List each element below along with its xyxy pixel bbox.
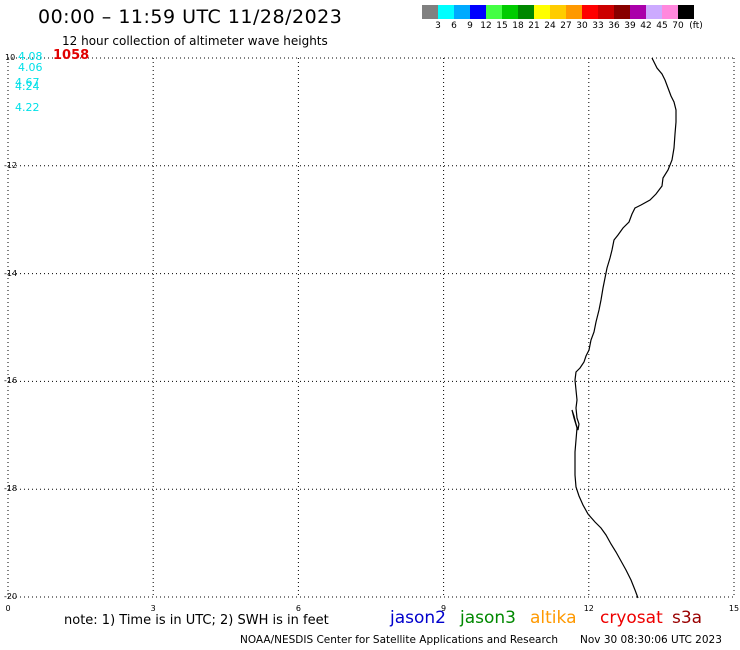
color-scale-legend <box>422 5 694 19</box>
legend-swatch <box>678 5 694 19</box>
legend-swatch <box>470 5 486 19</box>
legend-swatch <box>662 5 678 19</box>
satellite-cryosat-label: cryosat <box>600 608 663 628</box>
legend-swatch <box>646 5 662 19</box>
legend-label: 9 <box>467 21 473 31</box>
legend-swatch <box>518 5 534 19</box>
legend-label: 42 <box>640 21 652 31</box>
lat-lon-grid <box>7 57 735 598</box>
legend-label: 27 <box>560 21 572 31</box>
wave-height-reading: 4.08 <box>18 50 43 63</box>
map-subtitle: 12 hour collection of altimeter wave hei… <box>62 34 328 48</box>
legend-swatch <box>438 5 454 19</box>
credit-line: NOAA/NESDIS Center for Satellite Applica… <box>240 634 558 646</box>
wave-height-reading: 4.06 <box>18 61 43 74</box>
legend-swatch <box>486 5 502 19</box>
legend-label: 39 <box>624 21 636 31</box>
legend-swatch <box>582 5 598 19</box>
legend-label: 21 <box>528 21 540 31</box>
legend-label: 3 <box>435 21 441 31</box>
longitude-label: 15 <box>728 604 740 613</box>
legend-swatch <box>422 5 438 19</box>
legend-label: 36 <box>608 21 620 31</box>
legend-label: 15 <box>496 21 508 31</box>
legend-label: (ft) <box>689 21 703 31</box>
satellite-altika-label: altika <box>530 608 577 628</box>
latitude-label: -18 <box>4 484 18 494</box>
legend-swatch <box>550 5 566 19</box>
latitude-label: -16 <box>4 376 18 386</box>
wave-height-reading: 4.67 <box>15 76 40 89</box>
satellite-jason2-label: jason2 <box>390 608 446 628</box>
legend-swatch <box>598 5 614 19</box>
wave-height-reading: 4.24 <box>15 80 40 93</box>
legend-label: 12 <box>480 21 492 31</box>
satellite-s3a-label: s3a <box>672 608 703 628</box>
legend-label: 6 <box>451 21 457 31</box>
observation-count: 1058 <box>53 48 90 63</box>
legend-swatch <box>614 5 630 19</box>
legend-label: 70 <box>672 21 684 31</box>
legend-label: 45 <box>656 21 668 31</box>
longitude-label: 3 <box>150 604 156 613</box>
legend-swatch <box>502 5 518 19</box>
longitude-label: 0 <box>5 604 11 613</box>
longitude-label: 12 <box>583 604 594 613</box>
coastline <box>571 57 677 599</box>
legend-swatch <box>630 5 646 19</box>
color-scale-labels: 3 6 9 12 15 18 21 24 27 30 33 36 39 42 45 70 (ft) <box>422 21 740 35</box>
latitude-label: -12 <box>4 160 18 170</box>
wave-height-reading: 4.22 <box>15 101 40 114</box>
satellite-jason3-label: jason3 <box>460 608 516 628</box>
legend-swatch <box>454 5 470 19</box>
latitude-label: 10 <box>5 53 16 62</box>
longitude-label: 6 <box>295 604 301 613</box>
legend-label: 18 <box>512 21 524 31</box>
legend-swatch <box>566 5 582 19</box>
footer-note: note: 1) Time is in UTC; 2) SWH is in fe… <box>64 613 329 628</box>
longitude-label: 9 <box>441 604 447 613</box>
map-title: 00:00 – 11:59 UTC 11/28/2023 <box>38 6 343 28</box>
legend-label: 30 <box>576 21 588 31</box>
generated-timestamp: Nov 30 08:30:06 UTC 2023 <box>580 634 722 646</box>
legend-label: 33 <box>592 21 604 31</box>
legend-swatch <box>534 5 550 19</box>
legend-label: 24 <box>544 21 556 31</box>
latitude-label: -14 <box>4 268 18 278</box>
latitude-label: -20 <box>4 592 18 601</box>
